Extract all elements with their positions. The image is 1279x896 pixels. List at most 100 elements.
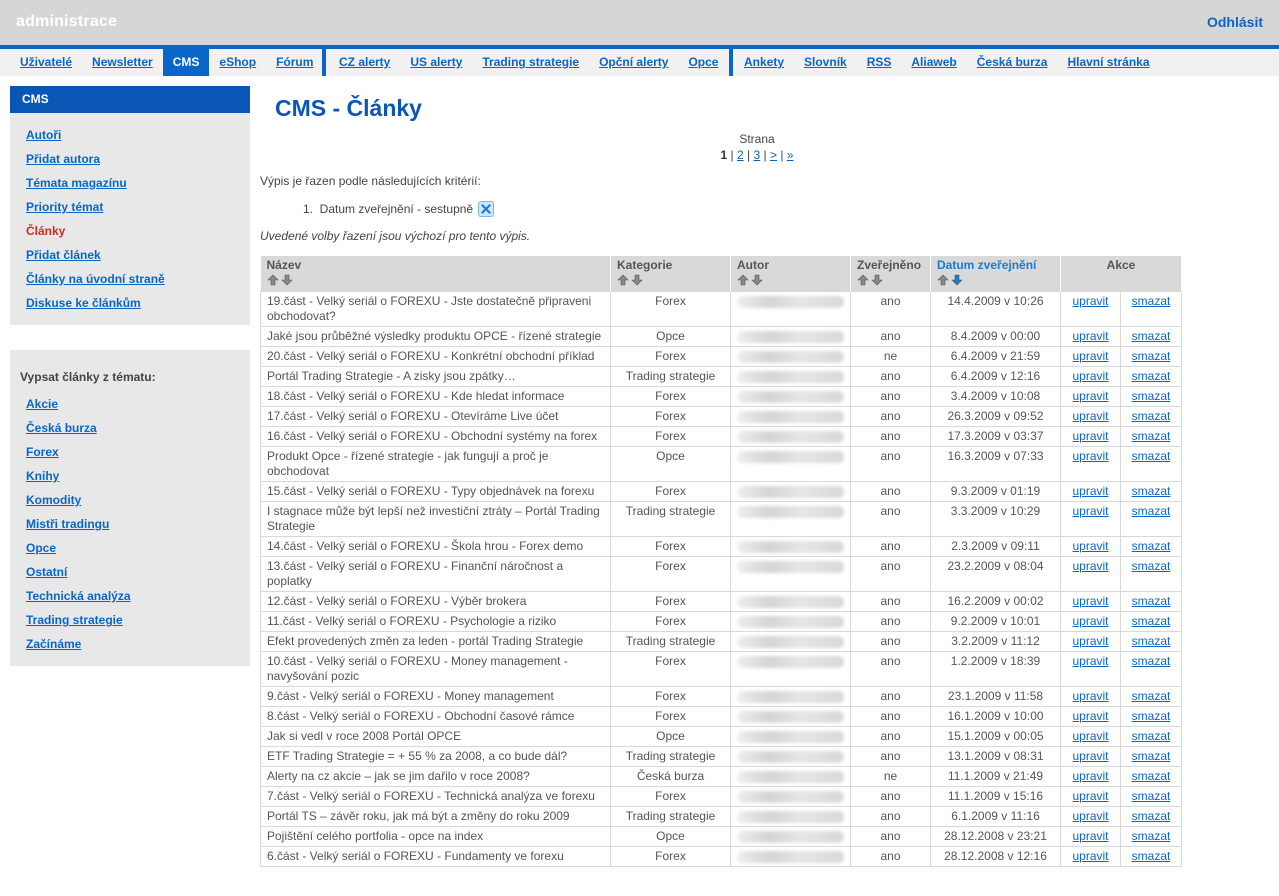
- topic-item[interactable]: Opce: [10, 536, 250, 560]
- pager-page-3[interactable]: 3: [753, 148, 761, 162]
- delete-link[interactable]: smazat: [1131, 789, 1171, 803]
- delete-link[interactable]: smazat: [1131, 349, 1171, 363]
- sidebar-item[interactable]: Přidat článek: [10, 243, 250, 267]
- pager-page-2[interactable]: 2: [737, 148, 744, 162]
- delete-link[interactable]: smazat: [1131, 389, 1171, 403]
- edit-link[interactable]: upravit: [1072, 594, 1109, 608]
- topic-link[interactable]: Česká burza: [26, 421, 97, 435]
- topic-link[interactable]: Forex: [26, 445, 59, 459]
- sort-asc-icon[interactable]: [617, 274, 629, 286]
- topic-item[interactable]: Česká burza: [10, 416, 250, 440]
- nav-item[interactable]: eShop: [219, 55, 257, 69]
- sidebar-item[interactable]: Články: [10, 219, 250, 243]
- sort-desc-icon[interactable]: [951, 274, 963, 286]
- sidebar-link[interactable]: Priority témat: [26, 200, 104, 214]
- edit-link[interactable]: upravit: [1072, 689, 1109, 703]
- sort-asc-icon[interactable]: [737, 274, 749, 286]
- edit-link[interactable]: upravit: [1072, 769, 1109, 783]
- delete-link[interactable]: smazat: [1131, 709, 1171, 723]
- nav-item[interactable]: Česká burza: [976, 55, 1048, 69]
- delete-link[interactable]: smazat: [1131, 849, 1171, 863]
- sidebar-link[interactable]: Témata magazínu: [26, 176, 127, 190]
- edit-link[interactable]: upravit: [1072, 634, 1109, 648]
- topic-link[interactable]: Ostatní: [26, 565, 68, 579]
- col-date-label[interactable]: Datum zveřejnění: [937, 258, 1037, 272]
- delete-link[interactable]: smazat: [1131, 634, 1171, 648]
- pager-next[interactable]: >: [769, 148, 777, 162]
- edit-link[interactable]: upravit: [1072, 484, 1109, 498]
- delete-link[interactable]: smazat: [1131, 654, 1171, 668]
- topic-link[interactable]: Knihy: [26, 469, 60, 483]
- edit-link[interactable]: upravit: [1072, 389, 1109, 403]
- delete-link[interactable]: smazat: [1131, 369, 1171, 383]
- delete-link[interactable]: smazat: [1131, 409, 1171, 423]
- delete-link[interactable]: smazat: [1131, 829, 1171, 843]
- nav-item[interactable]: US alerty: [410, 55, 463, 69]
- topic-item[interactable]: Knihy: [10, 464, 250, 488]
- nav-item[interactable]: Uživatelé: [20, 55, 73, 69]
- nav-item[interactable]: Ankety: [744, 55, 785, 69]
- edit-link[interactable]: upravit: [1072, 789, 1109, 803]
- topic-item[interactable]: Forex: [10, 440, 250, 464]
- topic-link[interactable]: Mistři tradingu: [26, 517, 110, 531]
- delete-link[interactable]: smazat: [1131, 484, 1171, 498]
- edit-link[interactable]: upravit: [1072, 504, 1109, 518]
- nav-item[interactable]: Trading strategie: [482, 55, 580, 69]
- sort-desc-icon[interactable]: [631, 274, 643, 286]
- sidebar-item[interactable]: Priority témat: [10, 195, 250, 219]
- nav-item[interactable]: Slovník: [804, 55, 847, 69]
- nav-item[interactable]: Aliaweb: [911, 55, 957, 69]
- nav-item[interactable]: Newsletter: [92, 55, 153, 69]
- topic-link[interactable]: Opce: [26, 541, 57, 555]
- edit-link[interactable]: upravit: [1072, 294, 1109, 308]
- topic-item[interactable]: Trading strategie: [10, 608, 250, 632]
- sidebar-link[interactable]: Články na úvodní straně: [26, 272, 165, 286]
- delete-link[interactable]: smazat: [1131, 614, 1171, 628]
- sort-asc-icon[interactable]: [937, 274, 949, 286]
- sidebar-link[interactable]: Autoři: [26, 128, 62, 142]
- sidebar-link[interactable]: Přidat autora: [26, 152, 101, 166]
- topic-item[interactable]: Začínáme: [10, 632, 250, 656]
- topic-link[interactable]: Začínáme: [26, 637, 82, 651]
- delete-link[interactable]: smazat: [1131, 594, 1171, 608]
- edit-link[interactable]: upravit: [1072, 809, 1109, 823]
- sidebar-link[interactable]: Přidat článek: [26, 248, 101, 262]
- sort-desc-icon[interactable]: [871, 274, 883, 286]
- sort-desc-icon[interactable]: [751, 274, 763, 286]
- edit-link[interactable]: upravit: [1072, 449, 1109, 463]
- delete-link[interactable]: smazat: [1131, 329, 1171, 343]
- nav-item[interactable]: CZ alerty: [339, 55, 391, 69]
- delete-link[interactable]: smazat: [1131, 504, 1171, 518]
- edit-link[interactable]: upravit: [1072, 329, 1109, 343]
- nav-item[interactable]: Opce: [688, 55, 719, 69]
- delete-link[interactable]: smazat: [1131, 809, 1171, 823]
- edit-link[interactable]: upravit: [1072, 409, 1109, 423]
- edit-link[interactable]: upravit: [1072, 829, 1109, 843]
- edit-link[interactable]: upravit: [1072, 539, 1109, 553]
- delete-link[interactable]: smazat: [1131, 749, 1171, 763]
- delete-link[interactable]: smazat: [1131, 449, 1171, 463]
- sidebar-item[interactable]: Autoři: [10, 123, 250, 147]
- edit-link[interactable]: upravit: [1072, 559, 1109, 573]
- topic-item[interactable]: Ostatní: [10, 560, 250, 584]
- topic-link[interactable]: Trading strategie: [26, 613, 123, 627]
- delete-link[interactable]: smazat: [1131, 539, 1171, 553]
- topic-link[interactable]: Komodity: [26, 493, 82, 507]
- sidebar-item[interactable]: Diskuse ke článkům: [10, 291, 250, 315]
- topic-link[interactable]: Akcie: [26, 397, 59, 411]
- sort-asc-icon[interactable]: [857, 274, 869, 286]
- topic-item[interactable]: Komodity: [10, 488, 250, 512]
- sidebar-link[interactable]: Diskuse ke článkům: [26, 296, 141, 310]
- sort-desc-icon[interactable]: [280, 274, 293, 286]
- logout-link[interactable]: Odhlásit: [1206, 14, 1263, 30]
- pager-last[interactable]: »: [786, 148, 794, 162]
- edit-link[interactable]: upravit: [1072, 749, 1109, 763]
- nav-item[interactable]: CMS: [162, 49, 210, 76]
- sidebar-item[interactable]: Témata magazínu: [10, 171, 250, 195]
- delete-link[interactable]: smazat: [1131, 429, 1171, 443]
- delete-link[interactable]: smazat: [1131, 294, 1171, 308]
- delete-link[interactable]: smazat: [1131, 689, 1171, 703]
- nav-item[interactable]: Fórum: [276, 55, 314, 69]
- topic-item[interactable]: Mistři tradingu: [10, 512, 250, 536]
- edit-link[interactable]: upravit: [1072, 709, 1109, 723]
